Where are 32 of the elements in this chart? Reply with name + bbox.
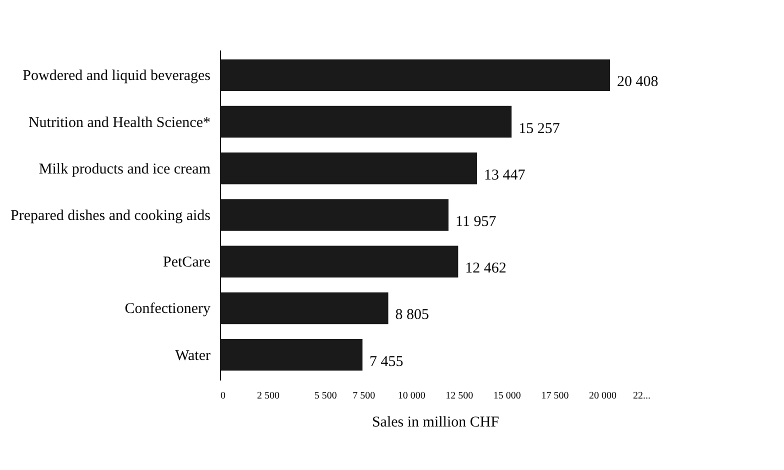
- bar: [220, 338, 362, 371]
- bar: [220, 199, 449, 231]
- data-label: 12 462: [465, 260, 506, 277]
- bar: [220, 59, 610, 92]
- x-tick-label: 17 500: [541, 390, 569, 402]
- y-tick-label: Nutrition and Health Science*: [28, 114, 210, 131]
- data-label: 7 455: [369, 354, 404, 370]
- y-tick-label: Confectionery: [124, 301, 211, 318]
- x-tick-label: 0: [220, 390, 226, 402]
- data-label: 8 805: [395, 307, 430, 324]
- x-axis-title: Sales in million CHF: [372, 414, 500, 430]
- y-tick-label: Powdered and liquid beverages: [22, 68, 211, 84]
- bar: [220, 106, 512, 138]
- x-tick-label: 10 000: [398, 390, 426, 402]
- x-tick-label: 7 500: [352, 390, 376, 402]
- x-tick-label: 20 000: [588, 390, 616, 402]
- bar: [220, 292, 388, 324]
- bar: [220, 246, 458, 278]
- x-tick-label: 22...: [633, 390, 650, 402]
- y-tick-label: Water: [175, 348, 210, 364]
- x-tick-label: 2 500: [257, 390, 280, 402]
- data-label: 11 957: [456, 214, 497, 230]
- y-tick-label: PetCare: [163, 254, 211, 271]
- data-label: 20 408: [617, 74, 658, 90]
- y-tick-label: Milk products and ice cream: [38, 161, 211, 178]
- data-label: 13 447: [484, 167, 526, 184]
- y-tick-label: Prepared dishes and cooking aids: [10, 208, 211, 224]
- bar: [220, 152, 477, 184]
- x-tick-label: 12 500: [446, 390, 474, 402]
- x-tick-label: 5 500: [314, 390, 337, 402]
- data-label: 15 257: [518, 120, 560, 137]
- x-tick-label: 15 000: [493, 390, 521, 402]
